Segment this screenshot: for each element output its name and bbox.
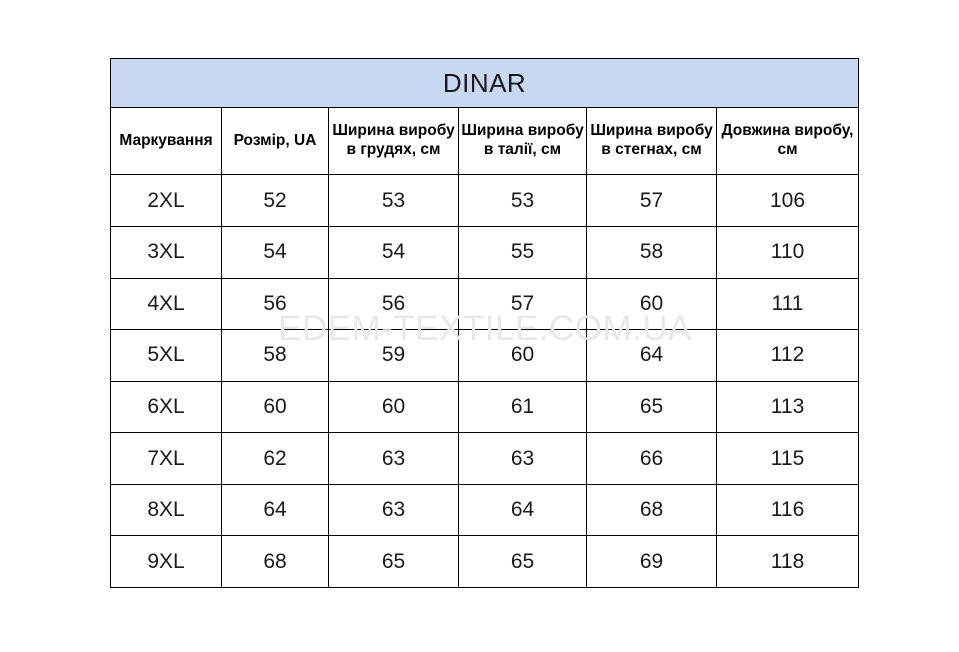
cell-waist: 60 bbox=[458, 329, 587, 382]
cell-marking: 2XL bbox=[110, 174, 222, 227]
cell-length: 113 bbox=[715, 380, 860, 434]
cell-marking: 8XL bbox=[110, 483, 222, 537]
column-header-hips: Ширина виробу в стегнах, см bbox=[586, 107, 717, 176]
cell-size-ua: 64 bbox=[221, 483, 329, 537]
cell-chest: 56 bbox=[328, 277, 459, 331]
cell-hips: 69 bbox=[586, 535, 717, 588]
cell-length: 115 bbox=[715, 432, 860, 485]
cell-length: 118 bbox=[715, 535, 860, 588]
table-row: 7XL 62 63 63 66 115 bbox=[110, 432, 860, 485]
table-header-row: Маркування Розмір, UA Ширина виробу в гр… bbox=[110, 107, 860, 176]
cell-size-ua: 58 bbox=[221, 329, 329, 382]
cell-length: 112 bbox=[715, 329, 860, 382]
cell-hips: 66 bbox=[586, 432, 717, 485]
table-row: 3XL 54 54 55 58 110 bbox=[110, 225, 860, 279]
cell-size-ua: 54 bbox=[221, 225, 329, 279]
cell-chest: 63 bbox=[328, 432, 459, 485]
cell-size-ua: 52 bbox=[221, 174, 329, 227]
size-chart-table-container: DINAR Маркування Розмір, UA Ширина вироб… bbox=[109, 57, 860, 588]
column-header-chest: Ширина виробу в грудях, см bbox=[328, 107, 459, 176]
cell-marking: 5XL bbox=[110, 329, 222, 382]
cell-marking: 9XL bbox=[110, 535, 222, 588]
column-header-size-ua: Розмір, UA bbox=[221, 107, 329, 176]
cell-length: 106 bbox=[715, 174, 860, 227]
table-row: 2XL 52 53 53 57 106 bbox=[110, 174, 860, 227]
size-chart-table: DINAR Маркування Розмір, UA Ширина вироб… bbox=[109, 57, 860, 588]
cell-chest: 59 bbox=[328, 329, 459, 382]
table-row: 6XL 60 60 61 65 113 bbox=[110, 380, 860, 434]
cell-size-ua: 62 bbox=[221, 432, 329, 485]
cell-waist: 63 bbox=[458, 432, 587, 485]
column-header-marking: Маркування bbox=[110, 107, 222, 176]
cell-size-ua: 60 bbox=[221, 380, 329, 434]
cell-marking: 4XL bbox=[110, 277, 222, 331]
cell-hips: 58 bbox=[586, 225, 717, 279]
cell-waist: 61 bbox=[458, 380, 587, 434]
table-row: 9XL 68 65 65 69 118 bbox=[110, 535, 860, 588]
column-header-length: Довжина виробу, см bbox=[715, 107, 860, 176]
cell-size-ua: 56 bbox=[221, 277, 329, 331]
cell-waist: 55 bbox=[458, 225, 587, 279]
table-row: 8XL 64 63 64 68 116 bbox=[110, 483, 860, 537]
cell-length: 116 bbox=[715, 483, 860, 537]
cell-chest: 60 bbox=[328, 380, 459, 434]
cell-hips: 65 bbox=[586, 380, 717, 434]
cell-marking: 7XL bbox=[110, 432, 222, 485]
cell-marking: 3XL bbox=[110, 225, 222, 279]
cell-length: 110 bbox=[715, 225, 860, 279]
cell-hips: 60 bbox=[586, 277, 717, 331]
table-title: DINAR bbox=[109, 57, 860, 109]
cell-hips: 68 bbox=[586, 483, 717, 537]
cell-waist: 53 bbox=[458, 174, 587, 227]
cell-chest: 53 bbox=[328, 174, 459, 227]
cell-waist: 64 bbox=[458, 483, 587, 537]
table-title-row: DINAR bbox=[109, 57, 860, 109]
table-row: 4XL 56 56 57 60 111 bbox=[110, 277, 860, 331]
column-header-waist: Ширина виробу в талії, см bbox=[458, 107, 587, 176]
cell-length: 111 bbox=[715, 277, 860, 331]
cell-waist: 57 bbox=[458, 277, 587, 331]
cell-chest: 63 bbox=[328, 483, 459, 537]
cell-hips: 57 bbox=[586, 174, 717, 227]
cell-chest: 54 bbox=[328, 225, 459, 279]
cell-waist: 65 bbox=[458, 535, 587, 588]
cell-size-ua: 68 bbox=[221, 535, 329, 588]
table-row: 5XL 58 59 60 64 112 bbox=[110, 329, 860, 382]
cell-marking: 6XL bbox=[110, 380, 222, 434]
cell-hips: 64 bbox=[586, 329, 717, 382]
cell-chest: 65 bbox=[328, 535, 459, 588]
